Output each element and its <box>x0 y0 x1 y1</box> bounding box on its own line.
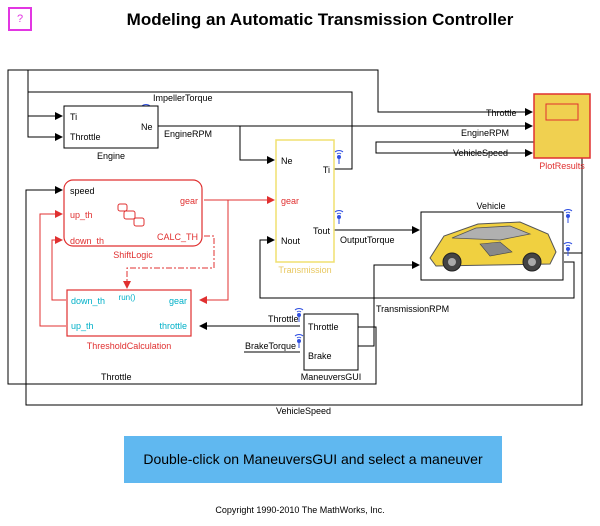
threshold-calculation-block[interactable]: run() down_th up_th gear throttle Thresh… <box>66 289 192 351</box>
shift-port-gear: gear <box>180 196 198 206</box>
threshold-trigger: run() <box>119 293 136 302</box>
threshold-port-gear: gear <box>169 296 187 306</box>
threshold-port-up-th: up_th <box>71 321 94 331</box>
engine-port-throttle: Throttle <box>70 132 101 142</box>
transmission-port-ti: Ti <box>323 165 330 175</box>
instruction-banner[interactable]: Double-click on ManeuversGUI and select … <box>124 436 502 483</box>
maneuvers-label: ManeuversGUI <box>301 372 362 382</box>
engine-port-ti: Ti <box>70 112 77 122</box>
threshold-label: ThresholdCalculation <box>87 341 172 351</box>
vehicle-block[interactable]: Vehicle <box>420 201 564 281</box>
label-throttle-scope: Throttle <box>486 108 517 118</box>
signal-labels: ImpellerTorque EngineRPM Throttle Engine… <box>101 93 517 416</box>
threshold-port-throttle: throttle <box>159 321 187 331</box>
label-throttle-maneuvers: Throttle <box>268 314 299 324</box>
page-title: Modeling an Automatic Transmission Contr… <box>126 10 514 29</box>
plot-results-block[interactable]: PlotResults <box>533 93 591 171</box>
engine-label: Engine <box>97 151 125 161</box>
transmission-block[interactable]: Ne gear Nout Ti Tout Transmission <box>275 139 335 275</box>
transmission-port-nout: Nout <box>281 236 301 246</box>
transmission-label: Transmission <box>278 265 331 275</box>
label-output-torque: OutputTorque <box>340 235 395 245</box>
shift-logic-block[interactable]: speed up_th down_th gear CALC_TH ShiftLo… <box>63 179 203 260</box>
car-cutaway-icon <box>429 221 557 272</box>
transmission-port-ne: Ne <box>281 156 293 166</box>
engine-port-ne: Ne <box>141 122 153 132</box>
stateflow-lines <box>39 196 275 327</box>
shift-port-down-th: down_th <box>70 236 104 246</box>
maneuvers-port-throttle: Throttle <box>308 322 339 332</box>
label-impeller-torque: ImpellerTorque <box>153 93 213 103</box>
maneuvers-gui-block[interactable]: Throttle Brake ManeuversGUI <box>301 313 362 382</box>
plot-results-label: PlotResults <box>539 161 585 171</box>
shift-port-up-th: up_th <box>70 210 93 220</box>
label-vehicle-speed-scope: VehicleSpeed <box>453 148 508 158</box>
label-throttle-bottom: Throttle <box>101 372 132 382</box>
label-brake-torque: BrakeTorque <box>245 341 296 351</box>
shift-logic-label: ShiftLogic <box>113 250 153 260</box>
label-transmission-rpm: TransmissionRPM <box>376 304 449 314</box>
shift-port-calc-th: CALC_TH <box>157 232 198 242</box>
label-engine-rpm-scope: EngineRPM <box>461 128 509 138</box>
transmission-port-gear: gear <box>281 196 299 206</box>
label-vehicle-speed-bottom: VehicleSpeed <box>276 406 331 416</box>
vehicle-label: Vehicle <box>476 201 505 211</box>
transmission-port-tout: Tout <box>313 226 331 236</box>
shift-port-speed: speed <box>70 186 95 196</box>
label-engine-rpm-left: EngineRPM <box>164 129 212 139</box>
maneuvers-port-brake: Brake <box>308 351 332 361</box>
threshold-port-down-th: down_th <box>71 296 105 306</box>
copyright-notice: Copyright 1990-2010 The MathWorks, Inc. <box>215 505 385 515</box>
stateflow-chart-icon <box>117 203 145 227</box>
engine-block[interactable]: Ti Throttle Ne Engine <box>63 105 159 161</box>
help-icon[interactable]: ? <box>8 7 32 31</box>
